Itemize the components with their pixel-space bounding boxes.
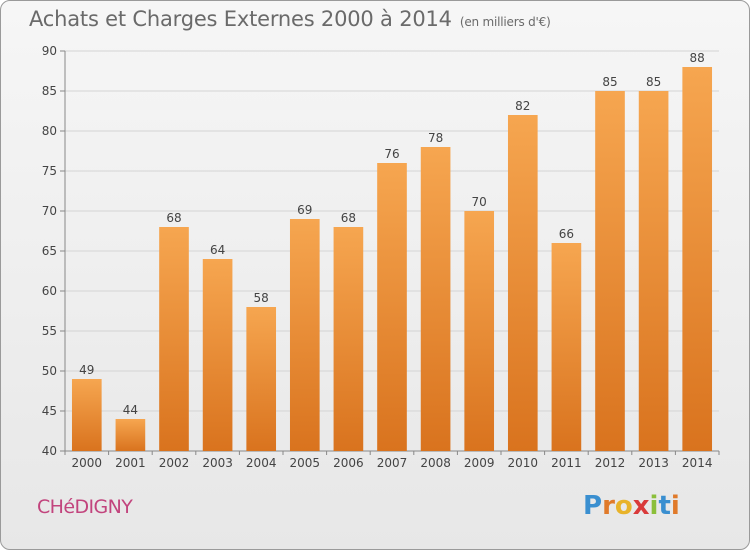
bar-2011: [551, 243, 582, 451]
chart-title: Achats et Charges Externes 2000 à 2014 (e…: [29, 7, 551, 31]
y-tick-label: 45: [42, 404, 57, 418]
data-label-2007: 76: [384, 147, 399, 161]
data-label-2005: 69: [297, 203, 312, 217]
x-tick-label: 2012: [595, 456, 626, 470]
data-label-2011: 66: [559, 227, 574, 241]
y-tick-label: 80: [42, 124, 57, 138]
logo-letter: P: [583, 491, 603, 521]
x-tick-label: 2013: [638, 456, 669, 470]
data-label-2014: 88: [690, 51, 705, 65]
bar-2004: [246, 307, 277, 451]
x-tick-label: 2006: [333, 456, 364, 470]
bar-2003: [202, 259, 233, 451]
y-tick-label: 65: [42, 244, 57, 258]
logo-letter: i: [670, 491, 680, 521]
y-tick-label: 40: [42, 444, 57, 458]
x-tick-label: 2005: [290, 456, 321, 470]
y-tick-label: 75: [42, 164, 57, 178]
data-label-2012: 85: [602, 75, 617, 89]
logo-letter: r: [602, 491, 615, 521]
bar-2009: [464, 211, 495, 451]
x-tick-label: 2010: [508, 456, 539, 470]
bar-2000: [71, 379, 102, 451]
data-label-2013: 85: [646, 75, 661, 89]
bar-2012: [595, 91, 625, 451]
y-tick-label: 85: [42, 84, 57, 98]
x-tick-label: 2001: [115, 456, 146, 470]
x-tick-label: 2009: [464, 456, 495, 470]
logo-letter: i: [649, 491, 659, 521]
data-label-2010: 82: [515, 99, 530, 113]
y-tick-label: 50: [42, 364, 57, 378]
title-text: Achats et Charges Externes 2000 à 2014: [29, 7, 452, 31]
x-tick-label: 2004: [246, 456, 277, 470]
logo-letter: t: [658, 491, 671, 521]
bar-2008: [420, 147, 451, 451]
data-labels: 49 44 68 64 58 69 68 76 78 70 82 66 85 85 88: [79, 51, 705, 417]
data-label-2001: 44: [123, 403, 138, 417]
data-label-2008: 78: [428, 131, 443, 145]
y-tick-label: 55: [42, 324, 57, 338]
bar-2002: [159, 227, 189, 451]
data-label-2004: 58: [254, 291, 269, 305]
x-tick-label: 2007: [377, 456, 408, 470]
bar-2001: [115, 419, 146, 451]
x-tick-label: 2003: [202, 456, 233, 470]
data-label-2009: 70: [472, 195, 487, 209]
x-tick-label: 2000: [72, 456, 103, 470]
logo-letter: x: [632, 491, 650, 521]
y-tick-label: 90: [42, 44, 57, 58]
bar-2006: [333, 227, 364, 451]
x-tick-label: 2002: [159, 456, 190, 470]
bar-2007: [377, 163, 407, 451]
x-tick-label: 2011: [551, 456, 582, 470]
data-label-2000: 49: [79, 363, 94, 377]
proxiti-logo: Proxiti: [583, 491, 680, 521]
data-label-2002: 68: [166, 211, 181, 225]
y-tick-label: 60: [42, 284, 57, 298]
data-label-2003: 64: [210, 243, 225, 257]
x-tick-label: 2008: [420, 456, 451, 470]
bars: [71, 67, 713, 451]
logo-letter: o: [614, 491, 633, 521]
data-label-2006: 68: [341, 211, 356, 225]
commune-name: CHéDIGNY: [37, 496, 133, 518]
bar-2014: [682, 67, 713, 451]
y-tick-label: 70: [42, 204, 57, 218]
x-tick-label: 2014: [682, 456, 713, 470]
chart-subtitle: (en milliers d'€): [459, 15, 551, 29]
bar-2005: [289, 219, 320, 451]
bar-2013: [638, 91, 669, 451]
bar-2010: [507, 115, 538, 451]
